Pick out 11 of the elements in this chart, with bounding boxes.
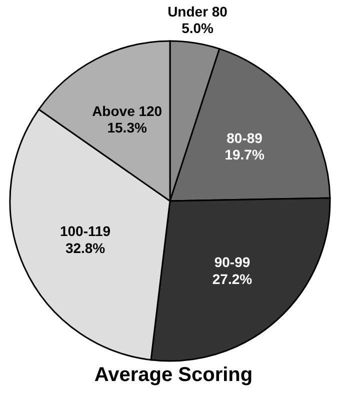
- slice-label: Under 80: [168, 3, 228, 20]
- text: Average Scoring: [93, 364, 254, 387]
- slice-label: 90-99: [214, 254, 250, 270]
- slice-label: Above 120: [92, 102, 162, 119]
- data-label: 32.8%: [65, 240, 106, 256]
- slice-label: 80-89: [226, 130, 263, 146]
- data-label: 27.2%: [212, 270, 253, 287]
- data-label: 19.7%: [224, 146, 265, 163]
- slice-label: 100-119: [60, 223, 111, 240]
- data-label: 15.3%: [107, 120, 148, 136]
- data-label: 5.0%: [182, 20, 214, 36]
